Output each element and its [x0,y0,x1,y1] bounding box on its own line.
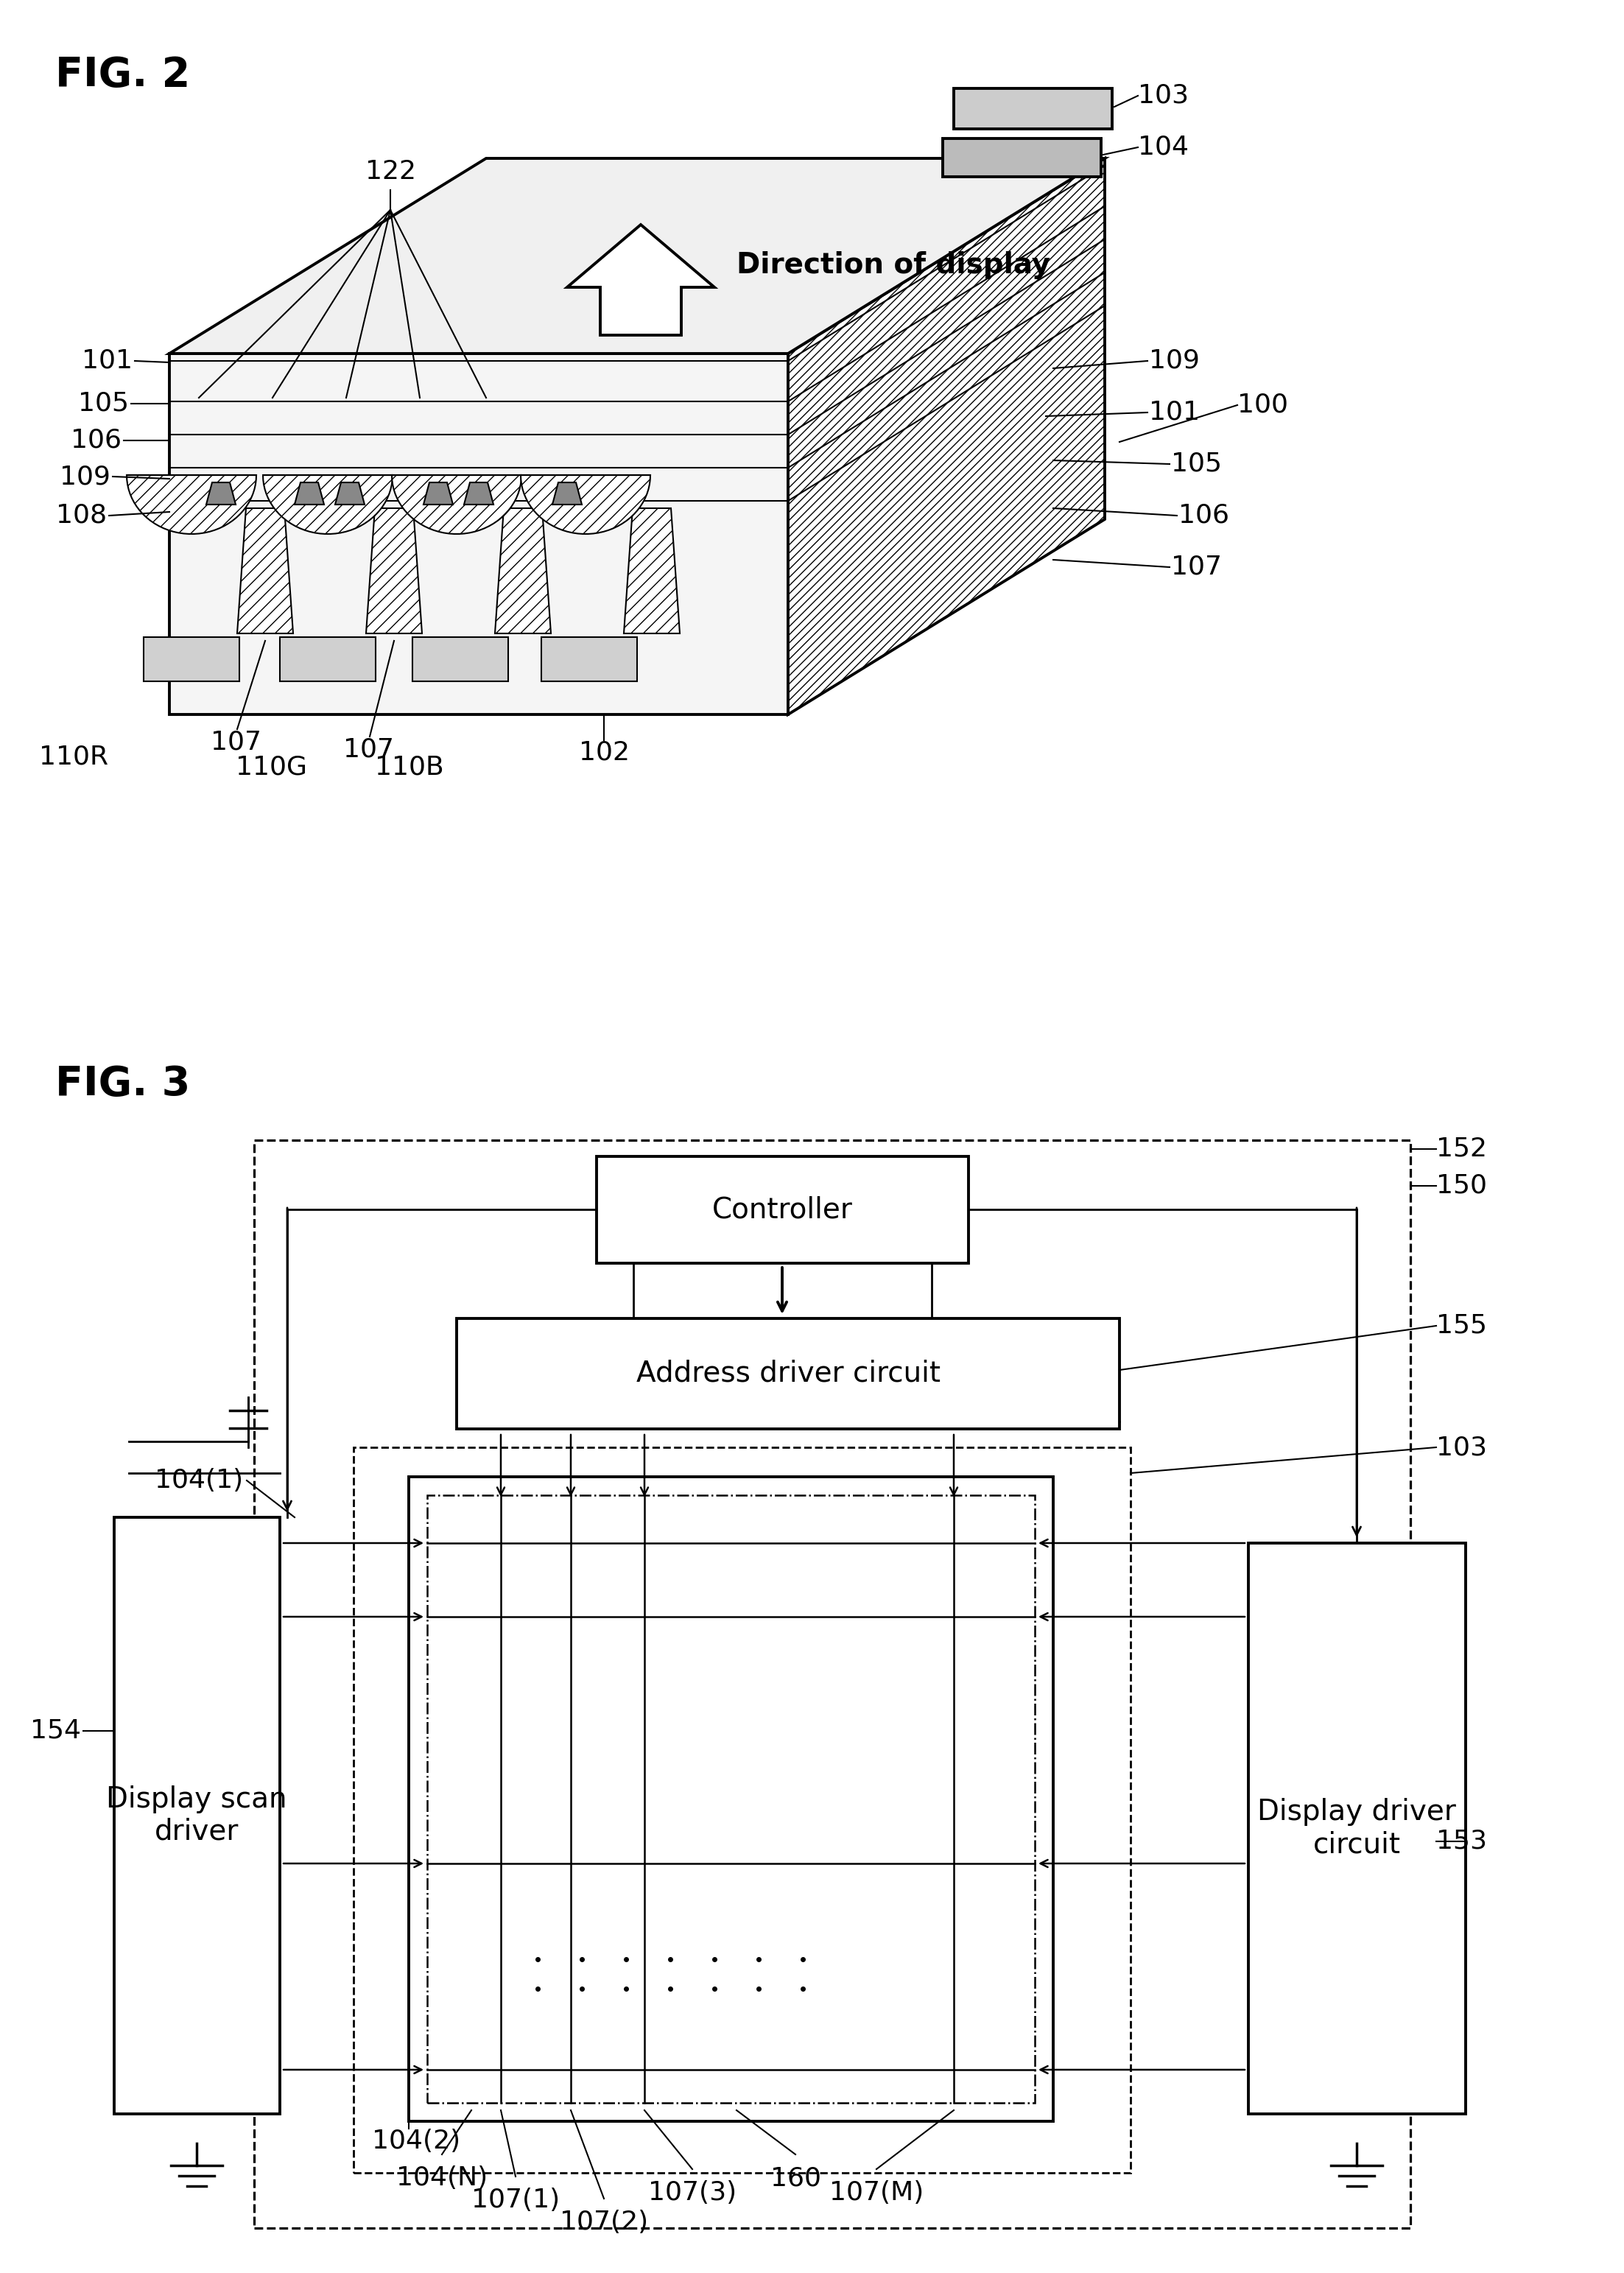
Polygon shape [953,89,1112,130]
Text: 107: 107 [343,736,393,761]
Polygon shape [391,475,521,534]
Polygon shape [424,482,453,505]
Text: 107(M): 107(M) [830,2180,924,2205]
Text: 100: 100 [1237,393,1288,418]
Text: 154: 154 [31,1718,81,1743]
Text: 101: 101 [1148,400,1200,425]
Polygon shape [294,482,325,505]
Polygon shape [464,482,494,505]
Polygon shape [521,475,650,534]
Text: 122: 122 [365,159,416,184]
Polygon shape [127,475,257,534]
Text: Address driver circuit: Address driver circuit [637,1359,940,1387]
Text: 107(2): 107(2) [560,2209,648,2234]
Text: 109: 109 [60,464,110,489]
Bar [354,1448,1130,2173]
Polygon shape [335,482,364,505]
Text: 110G: 110G [235,755,307,780]
Text: 107: 107 [209,730,261,755]
Text: FIG. 3: FIG. 3 [55,1064,190,1105]
Bar [279,636,375,682]
Bar [541,636,637,682]
Polygon shape [206,482,235,505]
Polygon shape [788,159,1104,714]
Text: 153: 153 [1436,1830,1488,1855]
Polygon shape [552,482,581,505]
Text: 160: 160 [770,2166,820,2191]
Bar [143,636,239,682]
Text: 107(3): 107(3) [648,2180,737,2205]
Text: 102: 102 [578,741,630,766]
Bar [409,1477,1054,2121]
Text: 104(2): 104(2) [372,2128,461,2155]
Polygon shape [567,225,715,334]
Text: 109: 109 [1148,348,1200,373]
Text: 103: 103 [1436,1434,1488,1459]
Polygon shape [495,509,551,634]
Text: 108: 108 [55,502,107,527]
Bar [412,636,508,682]
Text: 101: 101 [81,348,133,373]
Text: Direction of display: Direction of display [737,250,1051,280]
Bar [253,1141,1410,2228]
Polygon shape [169,159,1104,355]
Bar [427,1496,1034,2103]
Text: Controller: Controller [711,1196,853,1223]
Text: 106: 106 [71,427,122,452]
Text: 110B: 110B [375,755,443,780]
Text: 152: 152 [1436,1136,1488,1162]
Text: FIG. 2: FIG. 2 [55,55,190,95]
Text: 110R: 110R [39,743,109,768]
Text: Display scan
driver: Display scan driver [106,1784,287,1846]
Text: 105: 105 [1171,452,1221,477]
Polygon shape [263,475,393,534]
Text: 104(N): 104(N) [396,2166,487,2191]
Bar [1249,1543,1465,2114]
Text: 104(1): 104(1) [154,1468,244,1493]
Text: Display driver
circuit: Display driver circuit [1257,1798,1457,1859]
Polygon shape [169,355,788,714]
Text: 107(1): 107(1) [471,2187,560,2212]
Text: 107: 107 [1171,555,1221,580]
Text: 106: 106 [1179,502,1229,527]
Text: 105: 105 [78,391,128,416]
Text: 103: 103 [1138,84,1189,109]
Text: 150: 150 [1436,1173,1488,1198]
Bar [596,1157,968,1264]
Text: 155: 155 [1436,1314,1488,1339]
Polygon shape [365,509,422,634]
Polygon shape [237,509,292,634]
Bar [456,1318,1119,1430]
Bar [114,1518,279,2114]
Polygon shape [942,139,1101,177]
Text: 104: 104 [1138,134,1189,159]
Polygon shape [624,509,680,634]
